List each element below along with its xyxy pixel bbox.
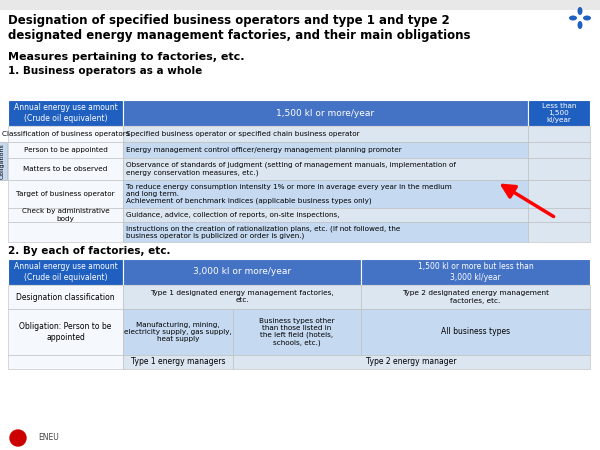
Bar [123,180,528,208]
Text: 1,500 kl or more but less than
3,000 kl/year: 1,500 kl or more but less than 3,000 kl/… [418,262,533,282]
Text: Instructions on the creation of rationalization plans, etc. (If not followed, th: Instructions on the creation of rational… [126,225,400,239]
Text: Annual energy use amount
(Crude oil equivalent): Annual energy use amount (Crude oil equi… [14,262,118,282]
Text: Guidance, advice, collection of reports, on-site inspections,: Guidance, advice, collection of reports,… [126,212,340,218]
Bar [8,126,123,142]
Bar [233,355,590,369]
Text: All business types: All business types [441,328,510,337]
Bar [123,100,528,126]
Bar [8,222,123,242]
Text: Annual energy use amount
(Crude oil equivalent): Annual energy use amount (Crude oil equi… [14,104,118,123]
Text: Obligations: Obligations [0,143,5,179]
Ellipse shape [577,21,583,29]
Bar [8,285,123,309]
Bar [361,309,590,355]
Text: Type 2 designated energy management
factories, etc.: Type 2 designated energy management fact… [402,291,549,303]
Text: Designation classification: Designation classification [16,292,115,302]
Text: Type 2 energy manager: Type 2 energy manager [366,357,457,366]
Bar [528,142,590,158]
Text: To reduce energy consumption intensity 1% or more in average every year in the m: To reduce energy consumption intensity 1… [126,184,452,204]
Text: Classification of business operators: Classification of business operators [2,131,129,137]
Text: Designation of specified business operators and type 1 and type 2
designated ene: Designation of specified business operat… [8,14,470,42]
Bar [0,142,7,180]
Text: Matters to be observed: Matters to be observed [23,166,107,172]
Bar [528,208,590,222]
Bar [233,309,361,355]
Bar [528,100,590,126]
Text: Target of business operator: Target of business operator [16,191,115,197]
Text: Person to be appointed: Person to be appointed [23,147,107,153]
Bar [123,259,361,285]
Text: Obligation: Person to be
appointed: Obligation: Person to be appointed [19,322,112,342]
Bar [361,285,590,309]
Bar [123,142,528,158]
Circle shape [10,430,26,446]
Bar [8,142,123,158]
Bar [528,180,590,208]
Bar [528,126,590,142]
Text: ENEU: ENEU [38,433,59,442]
Text: Measures pertaining to factories, etc.: Measures pertaining to factories, etc. [8,52,245,62]
Text: Type 1 energy managers: Type 1 energy managers [131,357,225,366]
Bar [528,222,590,242]
Bar [123,158,528,180]
Text: 3,000 kl or more/year: 3,000 kl or more/year [193,267,291,276]
Text: Check by administrative
body: Check by administrative body [22,208,109,221]
Text: Type 1 designated energy management factories,
etc.: Type 1 designated energy management fact… [150,291,334,303]
Text: Observance of standards of judgment (setting of management manuals, implementati: Observance of standards of judgment (set… [126,162,456,176]
Bar [8,309,123,355]
Bar [8,180,123,208]
Bar [123,208,528,222]
Text: Less than
1,500
kl/year: Less than 1,500 kl/year [542,103,576,123]
Text: 1. Business operators as a whole: 1. Business operators as a whole [8,66,202,76]
Bar [8,158,123,180]
Bar [123,355,233,369]
Ellipse shape [583,15,591,21]
Bar [361,259,590,285]
Text: Manufacturing, mining,
electricity supply, gas supply,
heat supply: Manufacturing, mining, electricity suppl… [124,322,232,342]
Bar [8,259,123,285]
Bar [8,208,123,222]
Bar [123,222,528,242]
Bar [0,0,600,10]
Bar [8,100,123,126]
Bar [123,309,233,355]
Ellipse shape [577,7,583,15]
Ellipse shape [569,15,577,21]
Bar [8,355,123,369]
Text: 1,500 kl or more/year: 1,500 kl or more/year [277,108,374,117]
Text: Energy management control officer/energy management planning promoter: Energy management control officer/energy… [126,147,402,153]
Bar [528,158,590,180]
Bar [123,126,528,142]
Text: 2. By each of factories, etc.: 2. By each of factories, etc. [8,246,170,256]
Text: Business types other
than those listed in
the left field (hotels,
schools, etc.): Business types other than those listed i… [259,318,335,346]
Bar [123,285,361,309]
Text: Specified business operator or specified chain business operator: Specified business operator or specified… [126,131,359,137]
